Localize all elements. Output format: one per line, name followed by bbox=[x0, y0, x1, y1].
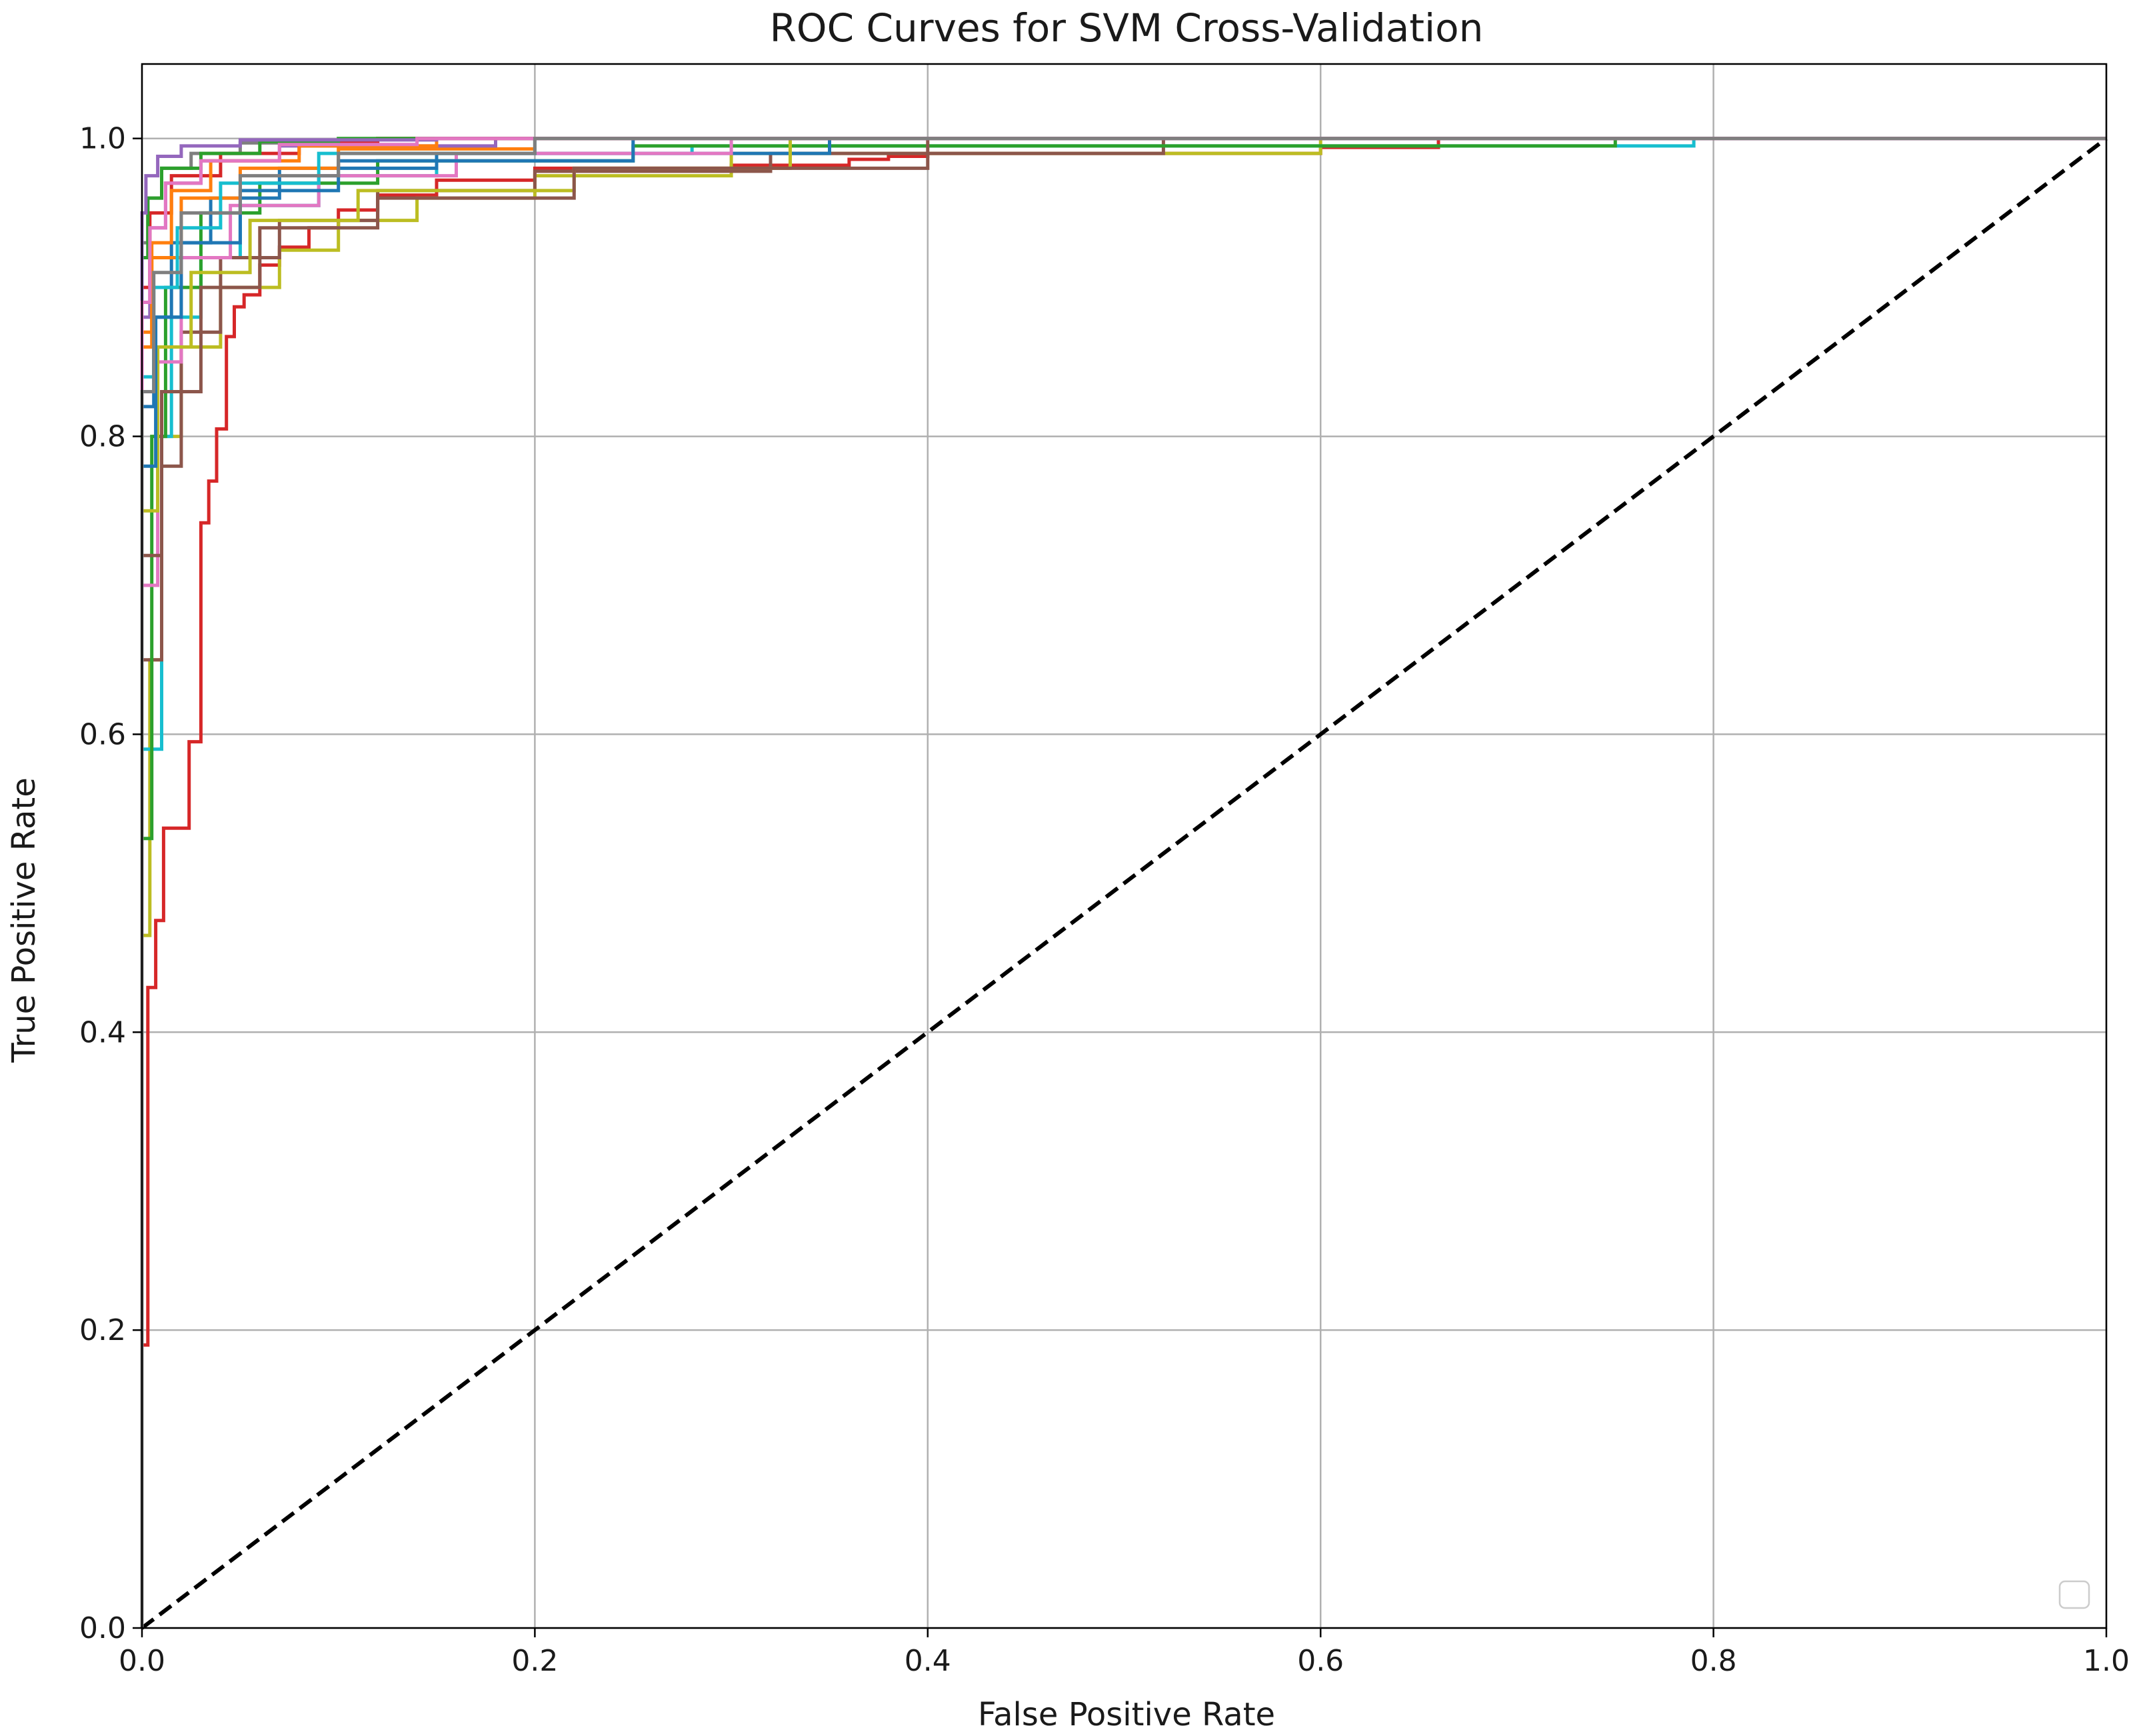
roc-curve-16 bbox=[140, 137, 2106, 1628]
y-tick-label: 0.2 bbox=[79, 1313, 126, 1347]
y-tick-label: 1.0 bbox=[79, 122, 126, 156]
x-tick-label: 0.0 bbox=[119, 1644, 165, 1678]
x-tick-label: 0.4 bbox=[905, 1644, 951, 1678]
y-tick-label: 0.4 bbox=[79, 1015, 126, 1049]
chance-diagonal-line bbox=[141, 137, 2108, 1630]
x-tick-label: 0.6 bbox=[1297, 1644, 1344, 1678]
roc-curve-17 bbox=[140, 137, 2106, 1628]
x-tick-label: 1.0 bbox=[2083, 1644, 2130, 1678]
roc-curve-5 bbox=[140, 137, 2106, 1628]
plot-frame bbox=[141, 63, 2108, 1629]
y-tick-label: 0.8 bbox=[79, 420, 126, 454]
roc-series-layer bbox=[140, 137, 2106, 1628]
roc-curve-20 bbox=[140, 137, 2106, 1628]
roc-curve-1 bbox=[140, 137, 2106, 1628]
y-tick-label: 0.6 bbox=[79, 717, 126, 751]
reference-line-layer bbox=[141, 137, 2108, 1630]
roc-curve-14 bbox=[140, 137, 2106, 1628]
chart-title: ROC Curves for SVM Cross-Validation bbox=[770, 5, 1484, 51]
y-tick-label: 0.0 bbox=[79, 1611, 126, 1645]
grid-lines bbox=[141, 64, 2108, 1629]
legend-box bbox=[2058, 1580, 2090, 1609]
x-tick-label: 0.8 bbox=[1690, 1644, 1737, 1678]
x-tick-label: 0.2 bbox=[511, 1644, 558, 1678]
x-axis-label: False Positive Rate bbox=[978, 1696, 1275, 1733]
y-axis-label: True Positive Rate bbox=[5, 777, 43, 1063]
axis-ticks: 0.0 0.2 0.4 0.6 0.8 1.0 0.0 0.2 0.4 0.6 0.8 1.0 bbox=[79, 122, 2130, 1678]
roc-curve-19 bbox=[140, 137, 2106, 1628]
